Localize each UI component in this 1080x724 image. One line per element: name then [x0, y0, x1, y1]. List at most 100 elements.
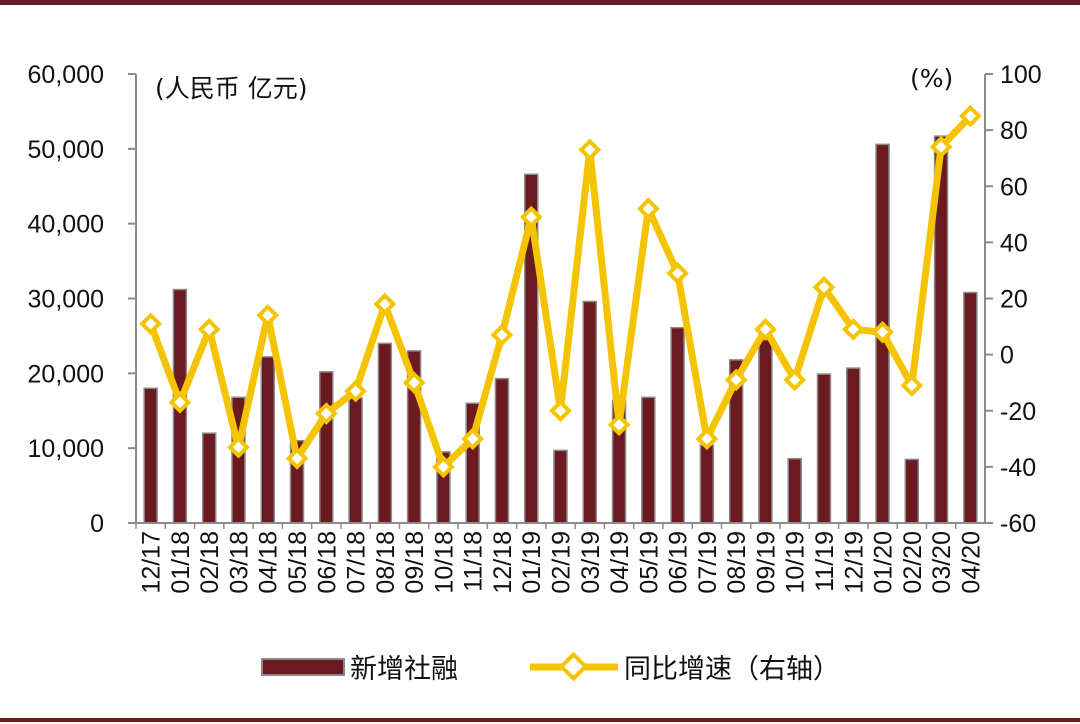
- bar-19: [699, 444, 715, 524]
- line-series: [139, 104, 982, 479]
- x-tick-label-18: 06/19: [665, 531, 693, 594]
- right-tick-label-2: -20: [1000, 398, 1036, 426]
- legend-line-marker: [558, 651, 589, 682]
- left-tick-label-6: 60,000: [28, 61, 104, 89]
- bar-6: [319, 371, 334, 524]
- x-tick-label-2: 02/18: [196, 531, 224, 594]
- x-tick-label-28: 04/20: [957, 531, 985, 594]
- bar-21: [758, 338, 773, 524]
- right-axis-unit: (%): [910, 64, 953, 93]
- x-tick-label-24: 12/19: [840, 531, 868, 594]
- x-tick-label-10: 10/18: [430, 531, 458, 594]
- growth-point-15: [578, 138, 602, 162]
- x-tick-label-17: 05/19: [635, 531, 663, 594]
- growth-point-25: [871, 320, 894, 344]
- growth-point-24: [841, 318, 865, 341]
- bar-18: [670, 326, 685, 524]
- bar-0: [143, 387, 158, 524]
- right-tick-label-0: -60: [1000, 510, 1036, 538]
- x-tick-label-21: 09/19: [752, 531, 780, 594]
- growth-point-4: [256, 304, 280, 327]
- bar-17: [641, 396, 656, 524]
- growth-point-2: [197, 318, 221, 341]
- growth-point-9: [402, 371, 426, 395]
- x-tick-label-13: 01/19: [518, 531, 546, 594]
- growth-point-26: [900, 374, 924, 397]
- x-tick-label-20: 08/19: [723, 531, 751, 594]
- growth-point-21: [754, 318, 777, 341]
- x-tick-label-6: 06/18: [313, 531, 341, 594]
- x-tick-label-7: 07/18: [343, 531, 371, 594]
- x-tick-label-27: 03/20: [928, 531, 956, 594]
- bar-15: [582, 300, 598, 524]
- left-tick-label-5: 50,000: [28, 136, 104, 164]
- bar-series: [143, 135, 978, 524]
- right-tick-label-1: -40: [1000, 454, 1036, 482]
- growth-point-28: [959, 104, 982, 128]
- bar-26: [904, 458, 920, 524]
- bar-2: [201, 432, 217, 524]
- growth-point-10: [432, 455, 455, 479]
- growth-point-19: [695, 427, 719, 451]
- growth-point-0: [139, 312, 162, 336]
- growth-point-17: [637, 197, 660, 221]
- growth-point-11: [461, 427, 484, 451]
- x-tick-label-5: 05/18: [284, 531, 312, 594]
- left-tick-label-1: 10,000: [28, 435, 104, 463]
- x-tick-label-3: 03/18: [225, 531, 253, 594]
- bar-28: [963, 291, 978, 524]
- bar-22: [787, 457, 802, 524]
- growth-point-3: [227, 435, 250, 459]
- growth-point-5: [285, 447, 309, 470]
- x-tick-label-26: 02/20: [899, 531, 927, 594]
- growth-point-22: [783, 368, 807, 392]
- right-tick-label-4: 20: [1000, 286, 1028, 314]
- top-rule: [0, 0, 1080, 5]
- x-tick-label-23: 11/19: [811, 531, 839, 592]
- legend-line-label: 同比增速（右轴）: [624, 654, 840, 685]
- growth-point-14: [549, 399, 572, 423]
- x-tick-label-25: 01/20: [870, 531, 898, 594]
- x-tick-label-11: 11/18: [460, 531, 488, 592]
- x-tick-label-16: 04/19: [606, 531, 634, 594]
- growth-point-27: [929, 135, 953, 159]
- right-tick-label-8: 100: [1000, 61, 1042, 89]
- left-tick-label-4: 40,000: [28, 211, 104, 239]
- bar-7: [348, 397, 363, 524]
- bar-12: [494, 377, 510, 524]
- left-axis-ticks: 0 10,000 20,000 30,000 40,000 50,000 60,000: [28, 61, 136, 538]
- x-tick-label-22: 10/19: [782, 531, 810, 594]
- x-axis-ticks: 12/17 01/18 02/18 03/18 04/18 05/18 06/18 07/18…: [135, 523, 985, 594]
- x-tick-label-19: 07/19: [694, 531, 722, 594]
- growth-point-1: [168, 391, 192, 414]
- x-tick-label-15: 03/19: [577, 531, 605, 594]
- x-tick-label-12: 12/18: [489, 531, 517, 594]
- legend-bar-swatch: [261, 658, 345, 676]
- growth-point-18: [666, 261, 689, 285]
- bar-14: [553, 449, 568, 524]
- bar-24: [846, 367, 861, 524]
- x-tick-label-0: 12/17: [138, 531, 166, 594]
- bar-23: [816, 373, 832, 524]
- growth-point-12: [490, 323, 514, 347]
- growth-point-13: [519, 205, 543, 229]
- right-axis-ticks: -60 -40 -20 0 20 40 60 80 100: [985, 61, 1042, 538]
- legend-bar-label: 新增社融: [350, 654, 458, 685]
- right-tick-label-3: 0: [1000, 342, 1014, 370]
- left-axis-unit: (人民币 亿元): [155, 74, 307, 103]
- left-tick-label-0: 0: [90, 510, 104, 538]
- x-tick-label-1: 01/18: [167, 531, 195, 594]
- legend: 新增社融 同比增速（右轴）: [261, 651, 840, 685]
- right-tick-label-7: 80: [1000, 117, 1028, 145]
- x-tick-label-14: 02/19: [548, 531, 576, 594]
- growth-point-20: [724, 368, 748, 392]
- growth-point-6: [314, 402, 338, 425]
- growth-point-7: [344, 379, 367, 403]
- left-tick-label-2: 20,000: [28, 360, 104, 388]
- right-tick-label-5: 40: [1000, 229, 1028, 257]
- growth-point-23: [812, 275, 836, 299]
- bar-4: [260, 356, 275, 524]
- bar-8: [377, 342, 393, 524]
- x-tick-label-4: 04/18: [255, 531, 283, 594]
- left-tick-label-3: 30,000: [28, 286, 104, 314]
